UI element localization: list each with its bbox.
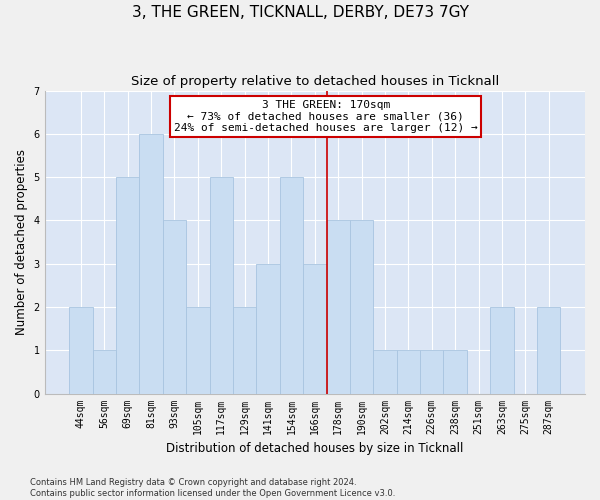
Text: Contains HM Land Registry data © Crown copyright and database right 2024.
Contai: Contains HM Land Registry data © Crown c… (30, 478, 395, 498)
Bar (233, 307, 256, 394)
Bar (350, 220, 373, 394)
Bar (326, 220, 350, 394)
Bar (163, 220, 186, 394)
Bar (92, 350, 116, 394)
Bar (256, 264, 280, 394)
Bar (303, 264, 326, 394)
Text: 3 THE GREEN: 170sqm
← 73% of detached houses are smaller (36)
24% of semi-detach: 3 THE GREEN: 170sqm ← 73% of detached ho… (174, 100, 478, 133)
Bar (209, 177, 233, 394)
Text: 3, THE GREEN, TICKNALL, DERBY, DE73 7GY: 3, THE GREEN, TICKNALL, DERBY, DE73 7GY (131, 5, 469, 20)
Bar (373, 350, 397, 394)
Bar (69, 307, 92, 394)
X-axis label: Distribution of detached houses by size in Ticknall: Distribution of detached houses by size … (166, 442, 464, 455)
Bar (537, 307, 560, 394)
Title: Size of property relative to detached houses in Ticknall: Size of property relative to detached ho… (131, 75, 499, 88)
Bar (490, 307, 514, 394)
Bar (186, 307, 209, 394)
Bar (420, 350, 443, 394)
Bar (116, 177, 139, 394)
Bar (443, 350, 467, 394)
Bar (139, 134, 163, 394)
Y-axis label: Number of detached properties: Number of detached properties (15, 149, 28, 335)
Bar (280, 177, 303, 394)
Bar (397, 350, 420, 394)
